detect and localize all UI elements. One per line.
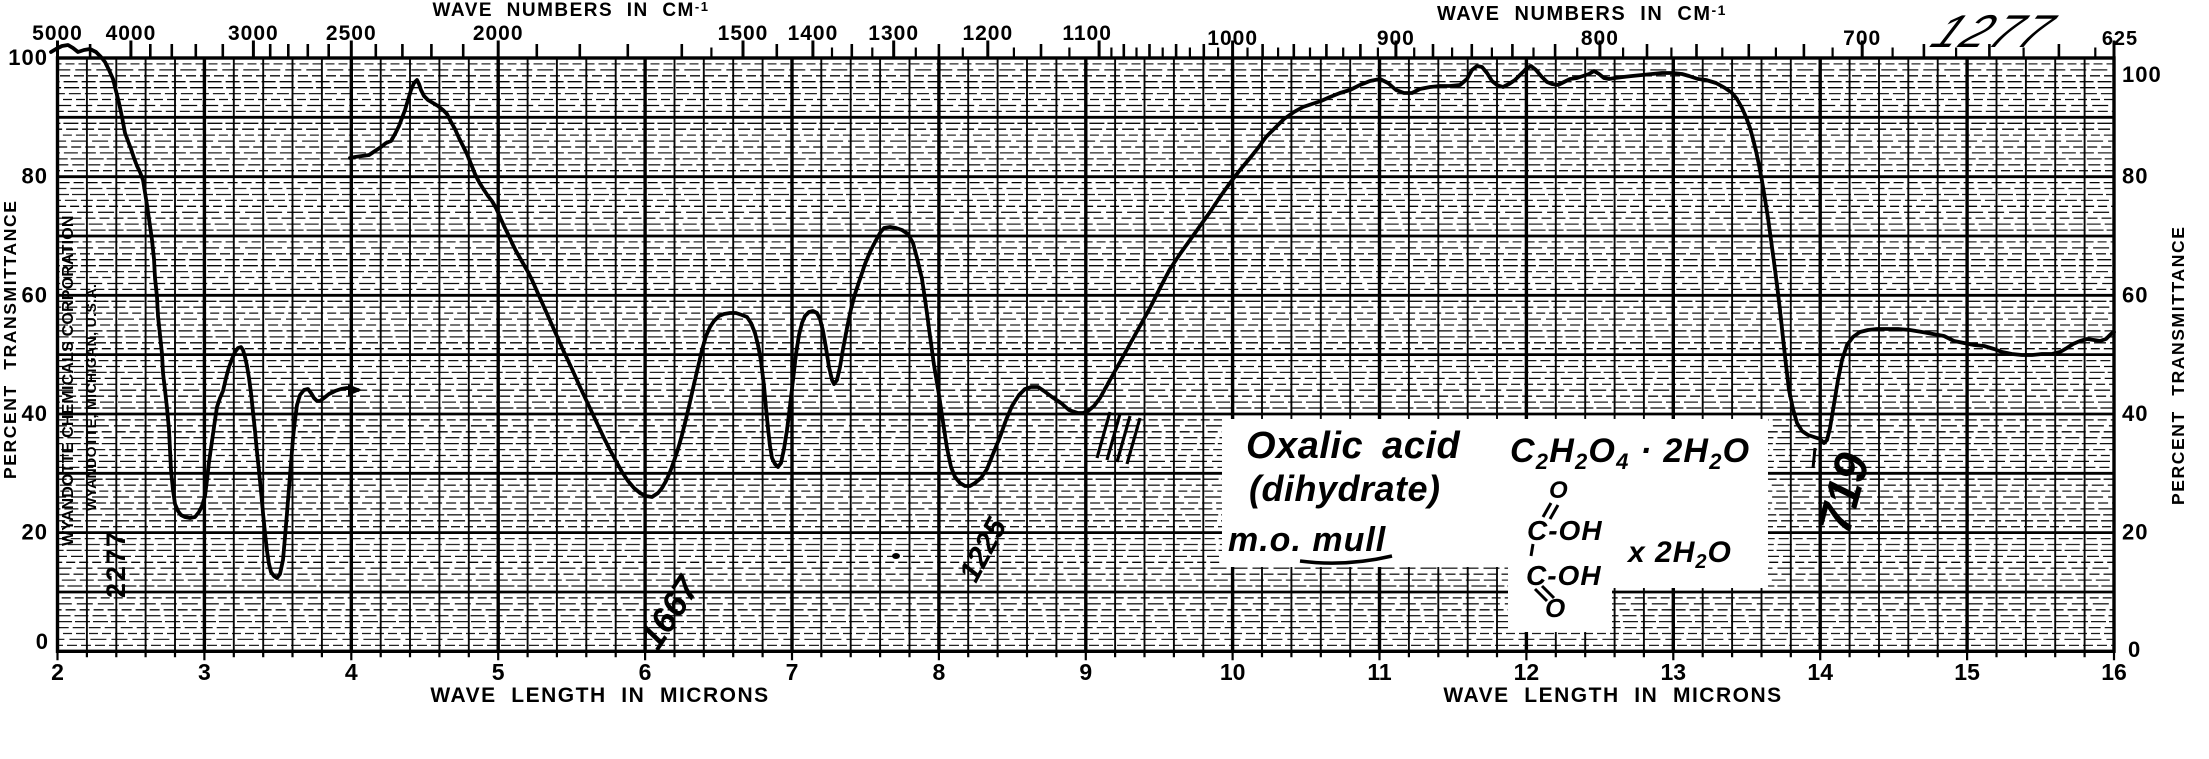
svg-text:1300: 1300	[868, 22, 919, 45]
svg-text:2277: 2277	[101, 530, 131, 598]
svg-text:6: 6	[639, 659, 652, 685]
svg-text:0: 0	[2128, 637, 2140, 662]
svg-text:PERCENT TRANSMITTANCE: PERCENT TRANSMITTANCE	[0, 200, 20, 479]
svg-text:12: 12	[1514, 659, 1540, 685]
svg-text:WYANDOTTE, MICHIGAN, U.S.A.: WYANDOTTE, MICHIGAN, U.S.A.	[83, 284, 99, 511]
svg-text:(dihydrate): (dihydrate)	[1249, 468, 1441, 509]
svg-text:9: 9	[1079, 659, 1092, 685]
svg-text:5: 5	[492, 659, 505, 685]
svg-text:625: 625	[2102, 28, 2138, 50]
svg-text:5000: 5000	[32, 22, 83, 45]
svg-text:4: 4	[345, 659, 358, 685]
svg-text:20: 20	[22, 520, 48, 545]
svg-text:O: O	[1549, 477, 1568, 504]
svg-text:x 2H2O: x 2H2O	[1626, 536, 1732, 573]
svg-text:1000: 1000	[1207, 27, 1258, 50]
svg-text:800: 800	[1581, 27, 1619, 50]
svg-text:2000: 2000	[473, 22, 524, 45]
svg-text:1200: 1200	[962, 22, 1013, 45]
svg-text:11: 11	[1367, 659, 1392, 685]
svg-text:60: 60	[2122, 282, 2148, 307]
svg-text:40: 40	[22, 401, 48, 426]
svg-text:80: 80	[2122, 164, 2148, 189]
svg-text:WAVE LENGTH IN MICRONS: WAVE LENGTH IN MICRONS	[1443, 684, 1782, 707]
svg-text:700: 700	[1843, 27, 1881, 50]
svg-text:C-OH: C-OH	[1526, 560, 1602, 591]
svg-text:900: 900	[1377, 27, 1415, 50]
svg-text:40: 40	[2122, 401, 2148, 426]
svg-text:80: 80	[22, 164, 48, 189]
svg-text:0: 0	[36, 629, 48, 654]
svg-text:WAVE LENGTH IN MICRONS: WAVE LENGTH IN MICRONS	[430, 684, 769, 707]
svg-text:O: O	[1545, 593, 1565, 623]
svg-text:PERCENT TRANSMITTANCE: PERCENT TRANSMITTANCE	[2168, 226, 2188, 505]
svg-text:WAVE NUMBERS IN CM-1: WAVE NUMBERS IN CM-1	[1437, 2, 1727, 25]
svg-text:7: 7	[786, 659, 799, 685]
svg-text:WAVE NUMBERS IN CM-1: WAVE NUMBERS IN CM-1	[433, 0, 710, 21]
svg-text:14: 14	[1807, 659, 1833, 685]
svg-text:m.o. mull: m.o. mull	[1228, 521, 1387, 559]
svg-text:2: 2	[51, 659, 64, 685]
svg-text:15: 15	[1954, 659, 1980, 685]
svg-text:1100: 1100	[1062, 22, 1112, 45]
svg-text:Oxalic acid: Oxalic acid	[1246, 425, 1460, 467]
svg-text:1500: 1500	[718, 22, 769, 45]
svg-text:100: 100	[2122, 62, 2162, 87]
svg-text:3000: 3000	[228, 22, 279, 45]
svg-text:3: 3	[198, 659, 211, 685]
svg-text:WYANDOTTE CHEMICALS CORPORATIO: WYANDOTTE CHEMICALS CORPORATION	[60, 215, 77, 546]
svg-text:13: 13	[1661, 659, 1687, 685]
svg-text:16: 16	[2101, 659, 2127, 685]
svg-text:100: 100	[8, 45, 48, 70]
svg-text:20: 20	[2122, 520, 2148, 545]
svg-text:10: 10	[1220, 659, 1246, 685]
svg-text:4000: 4000	[106, 22, 157, 45]
svg-text:60: 60	[22, 282, 48, 307]
svg-text:1400: 1400	[788, 22, 839, 45]
svg-text:C-OH: C-OH	[1527, 515, 1603, 546]
svg-text:2500: 2500	[326, 22, 377, 45]
svg-text:8: 8	[932, 659, 945, 685]
